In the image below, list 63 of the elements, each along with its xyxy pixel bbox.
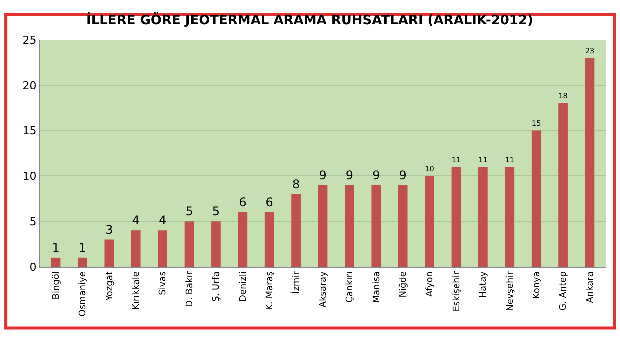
- y-tick-label: 20: [22, 79, 37, 92]
- data-label: 3: [106, 222, 114, 237]
- bar: [292, 194, 301, 267]
- bar: [318, 185, 328, 267]
- chart-title: İLLERE GÖRE JEOTERMAL ARAMA RUHSATLARI (ARALIK-2012): [86, 11, 534, 28]
- x-tick-label: Bingöl: [52, 272, 62, 300]
- data-label: 1: [78, 240, 87, 255]
- x-tick-label: Hatay: [479, 270, 490, 298]
- bar: [372, 185, 382, 267]
- data-label: 1: [52, 240, 60, 255]
- y-tick-label: 10: [22, 170, 37, 184]
- x-tick-label: İzmir: [290, 271, 302, 294]
- x-tick-label: Denizli: [238, 272, 249, 302]
- x-tick-label: Yozgat: [105, 271, 116, 302]
- x-tick-label: G. Antep: [559, 271, 570, 311]
- bar: [264, 212, 274, 267]
- x-tick-label: Osmaniye: [78, 271, 89, 317]
- y-tick-label: 0: [30, 260, 37, 274]
- x-tick-label: Eskişehir: [452, 271, 462, 312]
- data-label: 6: [239, 196, 247, 210]
- bar: [558, 104, 568, 267]
- data-label: 9: [372, 168, 380, 182]
- bar: [345, 185, 354, 267]
- x-tick-label: Niğde: [398, 271, 410, 298]
- x-tick-label: Afyon: [426, 272, 436, 297]
- data-label: 9: [346, 168, 354, 182]
- bar: [51, 258, 61, 267]
- x-tick-label: Konya: [532, 272, 543, 300]
- y-tick-label: 25: [22, 34, 37, 47]
- bar: [131, 230, 141, 267]
- bar: [104, 240, 114, 267]
- x-tick-label: Sivas: [158, 271, 169, 296]
- bar: [78, 258, 88, 267]
- bar: [184, 222, 194, 267]
- data-label: 8: [292, 177, 300, 192]
- x-tick-label: Ş. Urfa: [212, 272, 222, 302]
- bar: [425, 176, 434, 267]
- data-label: 9: [399, 168, 407, 182]
- x-tick-label: Manisa: [372, 272, 382, 304]
- x-tick-label: Aksaray: [318, 270, 329, 308]
- bar: [532, 130, 542, 267]
- data-label: 5: [186, 204, 194, 219]
- data-label: 6: [266, 196, 274, 210]
- bar: [478, 167, 488, 267]
- x-tick-label: Çankırı: [346, 272, 356, 304]
- bar: [158, 230, 168, 267]
- data-label: 5: [212, 204, 220, 219]
- y-tick-label: 5: [30, 215, 37, 228]
- x-tick-label: Nevşehir: [506, 271, 516, 312]
- x-tick-label: Ankara: [586, 272, 596, 304]
- bar: [505, 167, 515, 267]
- data-label: 4: [158, 214, 167, 228]
- data-label: 9: [319, 168, 327, 182]
- x-tick-label: K. Maraş: [266, 271, 276, 310]
- bar: [238, 212, 248, 267]
- x-tick-label: D. Bakır: [185, 271, 196, 308]
- bar: [398, 185, 408, 267]
- bar: [585, 58, 595, 267]
- data-label: 4: [132, 214, 140, 228]
- x-tick-label: Kırıkkale: [132, 271, 142, 310]
- bar: [452, 167, 462, 267]
- y-tick-label: 15: [22, 124, 37, 138]
- bar: [212, 222, 221, 267]
